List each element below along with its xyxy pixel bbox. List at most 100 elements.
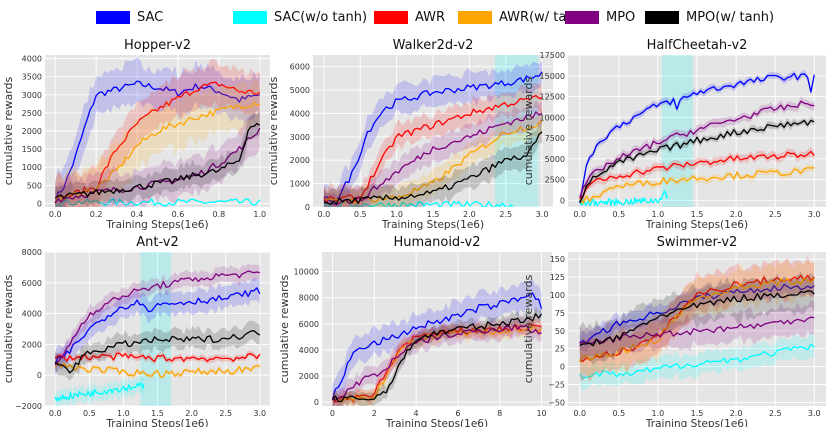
x-tick-label: 3.0 bbox=[536, 210, 549, 219]
y-tick-label: −50 bbox=[548, 398, 565, 407]
subplot-title: Walker2d-v2 bbox=[393, 38, 474, 53]
series-band bbox=[323, 119, 543, 207]
subplot-3: HalfCheetah-v2 0.0 0.5 1.0 1.5 2.0 2.5 3.0 0 2500… bbox=[522, 38, 826, 231]
series-line bbox=[579, 72, 815, 203]
x-axis-label: Training Steps(1e6) bbox=[385, 418, 488, 427]
subplot-title: Hopper-v2 bbox=[124, 38, 191, 53]
x-tick-label: 1.0 bbox=[652, 409, 665, 418]
series-line bbox=[323, 94, 543, 203]
series-band bbox=[332, 278, 542, 406]
y-tick-label: 125 bbox=[550, 273, 565, 282]
y-tick-label: 0 bbox=[37, 371, 42, 380]
y-tick-label: 0 bbox=[305, 203, 310, 212]
legend-item: AWR bbox=[374, 7, 445, 27]
legend-swatch bbox=[96, 10, 130, 24]
y-tick-label: 6000 bbox=[290, 63, 310, 72]
legend-label: SAC(w/o tanh) bbox=[274, 9, 368, 25]
x-tick-label: 0.5 bbox=[612, 409, 625, 418]
series-band bbox=[55, 360, 260, 380]
y-tick-label: 1000 bbox=[22, 163, 42, 172]
x-tick-label: 1.5 bbox=[691, 409, 704, 418]
y-tick-label: 8000 bbox=[22, 248, 42, 257]
y-tick-label: 0 bbox=[560, 363, 565, 372]
x-tick-label: 3.0 bbox=[808, 210, 821, 219]
series-line bbox=[54, 330, 261, 374]
y-tick-label: 10000 bbox=[294, 268, 319, 277]
y-tick-label: 3000 bbox=[290, 133, 310, 142]
x-tick-label: 0.5 bbox=[612, 210, 625, 219]
y-tick-label: 8000 bbox=[299, 294, 319, 303]
y-tick-label: 150 bbox=[550, 255, 565, 264]
x-axis-label: Training Steps(1e6) bbox=[105, 219, 208, 231]
y-tick-label: 6000 bbox=[299, 320, 319, 329]
x-axis-label: Training Steps(1e6) bbox=[645, 219, 748, 231]
y-tick-label: 3000 bbox=[22, 91, 42, 100]
x-tick-label: 0.0 bbox=[49, 409, 62, 418]
series-band bbox=[579, 146, 815, 205]
y-tick-label: 5000 bbox=[290, 86, 310, 95]
series-line bbox=[55, 198, 261, 207]
legend-swatch bbox=[645, 10, 679, 24]
subplot-title: Swimmer-v2 bbox=[657, 235, 738, 250]
x-tick-label: 2.0 bbox=[463, 210, 476, 219]
series-band bbox=[55, 350, 260, 365]
x-tick-label: 1.0 bbox=[652, 210, 665, 219]
subplot-title: HalfCheetah-v2 bbox=[647, 38, 748, 53]
series-band bbox=[55, 113, 260, 207]
x-tick-label: 1.5 bbox=[151, 409, 164, 418]
y-axis-label: cumulative rewards bbox=[522, 274, 535, 383]
x-tick-label: 3.0 bbox=[808, 409, 821, 418]
series-band bbox=[579, 271, 815, 365]
y-tick-label: 4000 bbox=[22, 310, 42, 319]
x-tick-label: 0.5 bbox=[83, 409, 96, 418]
series-band bbox=[332, 319, 542, 406]
series-band bbox=[332, 315, 542, 406]
legend: SAC SAC(w/o tanh) AWR AWR(w/ tanh) MPO MPO(w/… bbox=[0, 0, 831, 34]
y-tick-label: 4000 bbox=[22, 55, 42, 64]
y-tick-label: 500 bbox=[27, 181, 42, 190]
x-tick-label: 2 bbox=[372, 409, 377, 418]
x-tick-label: 3.0 bbox=[253, 409, 266, 418]
y-tick-label: 25 bbox=[555, 345, 565, 354]
legend-swatch bbox=[565, 10, 599, 24]
y-tick-label: 15000 bbox=[540, 72, 565, 81]
y-axis-label: cumulative rewards bbox=[267, 76, 280, 185]
y-tick-label: 2500 bbox=[22, 109, 42, 118]
x-tick-label: 0.2 bbox=[90, 210, 103, 219]
x-tick-label: 10 bbox=[536, 409, 546, 418]
series-line bbox=[579, 283, 815, 345]
subplot-2: Walker2d-v2 0.0 0.5 1.0 1.5 2.0 2.5 3.0 0 1000 200… bbox=[267, 38, 553, 231]
legend-swatch bbox=[458, 10, 492, 24]
plot-content bbox=[579, 256, 815, 392]
y-tick-label: 1000 bbox=[290, 180, 310, 189]
x-axis-label: Training Steps(1e6) bbox=[381, 219, 484, 231]
y-tick-label: 2000 bbox=[22, 127, 42, 136]
series-band bbox=[579, 332, 815, 392]
subplot-6: Swimmer-v2 0.0 0.5 1.0 1.5 2.0 2.5 3.0 −50 −25 0 25… bbox=[522, 235, 826, 427]
plot-content bbox=[331, 278, 543, 406]
legend-label: MPO(w/ tanh) bbox=[686, 9, 775, 25]
y-tick-label: 6000 bbox=[22, 279, 42, 288]
y-tick-label: 2000 bbox=[299, 372, 319, 381]
legend-label: SAC bbox=[137, 9, 164, 25]
x-tick-label: 1.5 bbox=[427, 210, 440, 219]
y-tick-label: 3500 bbox=[22, 73, 42, 82]
legend-label: AWR bbox=[415, 9, 446, 25]
series-line bbox=[54, 352, 261, 363]
series-line bbox=[332, 325, 543, 404]
x-tick-label: 1.0 bbox=[390, 210, 403, 219]
legend-swatch bbox=[374, 10, 408, 24]
y-tick-label: 50 bbox=[555, 327, 565, 336]
y-tick-label: −2000 bbox=[15, 402, 42, 411]
series-band bbox=[579, 69, 815, 206]
y-tick-label: 4000 bbox=[299, 346, 319, 355]
series-band bbox=[55, 57, 260, 207]
series-line bbox=[579, 290, 815, 347]
x-tick-label: 2.5 bbox=[769, 210, 782, 219]
y-tick-label: 2000 bbox=[22, 340, 42, 349]
series-line bbox=[579, 166, 815, 204]
x-axis-label: Training Steps(1e6) bbox=[645, 418, 748, 427]
series-band bbox=[579, 275, 815, 352]
x-tick-label: 0.0 bbox=[573, 409, 586, 418]
